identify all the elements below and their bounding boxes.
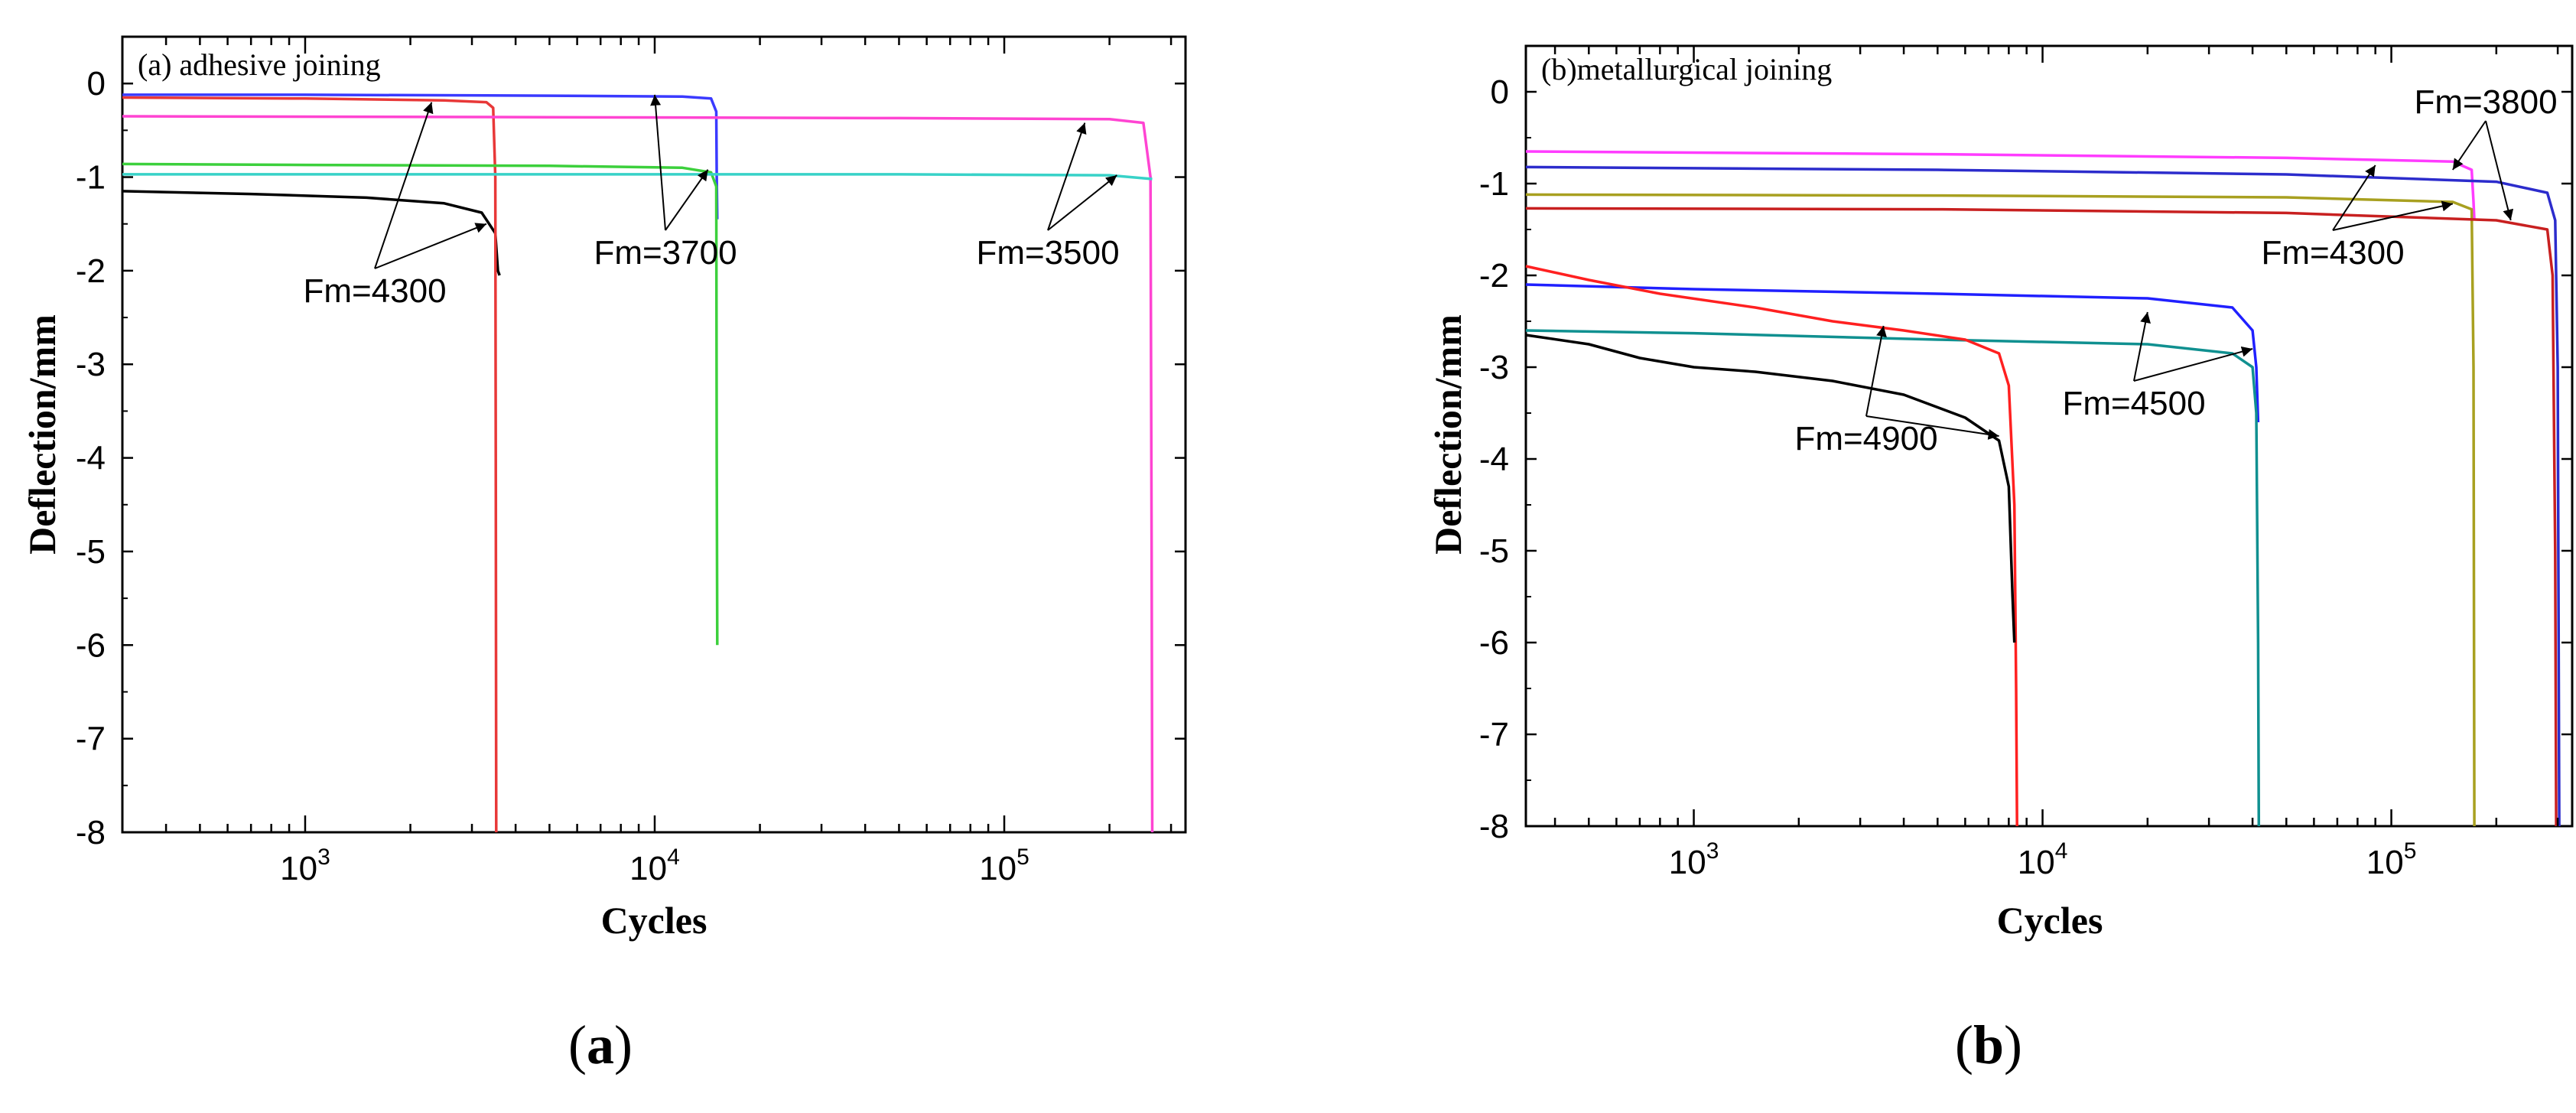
panel-b-ylabel: Deflection/mm [1426, 314, 1469, 555]
panel-a-frame [121, 35, 1187, 834]
y-tick-label: -3 [1479, 349, 1509, 386]
series-line-2 [122, 96, 498, 833]
series-line-3 [1525, 193, 2476, 827]
annotation-arrow [374, 223, 487, 269]
panel-a-title: (a) adhesive joining [138, 47, 381, 82]
panel-a-ylabel: Deflection/mm [21, 314, 63, 555]
y-tick-label: -2 [76, 252, 106, 290]
series-line-6 [122, 173, 1153, 181]
series-line-5 [122, 115, 1154, 833]
y-tick-label: -1 [76, 159, 106, 197]
series-line-4 [122, 162, 719, 646]
y-tick-label: -8 [1479, 808, 1509, 845]
annotation-label: Fm=4300 [303, 272, 446, 310]
y-tick-label: -8 [76, 814, 106, 851]
annotation-arrow [2332, 164, 2376, 231]
x-tick-label: 103 [1669, 838, 1719, 881]
series-line-4 [1525, 207, 2558, 827]
y-tick-label: -4 [76, 440, 106, 477]
y-tick-label: 0 [1491, 73, 1509, 111]
panel-a-xlabel: Cycles [601, 899, 707, 942]
annotation-arrow [2332, 200, 2454, 231]
x-tick-label: 103 [280, 845, 330, 887]
annotation-arrow [1865, 415, 1999, 440]
x-tick-label: 104 [629, 845, 680, 887]
y-tick-label: -5 [1479, 532, 1509, 570]
y-tick-label: -7 [76, 721, 106, 758]
panel-b-xlabel: Cycles [1997, 899, 2103, 942]
series-line-7 [1525, 265, 2018, 827]
series-line-3 [122, 93, 719, 220]
series-line-1 [122, 190, 501, 276]
x-tick-label: 104 [2018, 838, 2068, 881]
y-tick-label: -6 [76, 626, 106, 664]
x-tick-label: 105 [979, 845, 1029, 887]
panel-b-title: (b)metallurgical joining [1541, 52, 1832, 86]
annotation-arrow [1865, 325, 1887, 417]
y-tick-label: -5 [76, 533, 106, 571]
panel-b-frame [1524, 44, 2574, 828]
y-tick-label: -7 [1479, 716, 1509, 753]
annotation-arrow [2133, 311, 2151, 382]
annotation-arrow [665, 169, 709, 231]
annotation-arrow [1047, 122, 1087, 231]
y-tick-label: 0 [87, 65, 106, 103]
annotation-arrow [1047, 174, 1117, 231]
y-tick-label: -6 [1479, 624, 1509, 662]
annotation-label: Fm=4900 [1794, 420, 1937, 457]
y-tick-label: -3 [76, 346, 106, 383]
panel-a-caption: (a) [568, 1014, 633, 1076]
y-tick-label: -2 [1479, 257, 1509, 295]
annotation-label: Fm=3500 [976, 234, 1119, 272]
annotation-arrow [374, 102, 434, 269]
annotation-arrow [650, 94, 666, 231]
series-line-6 [1525, 329, 2261, 827]
panel-b-caption: (b) [1955, 1014, 2022, 1076]
y-tick-label: -1 [1479, 165, 1509, 203]
annotation-label: Fm=4300 [2261, 234, 2404, 272]
annotation-label: Fm=3800 [2414, 83, 2557, 121]
annotation-arrow [2133, 346, 2253, 382]
annotation-arrow [2485, 120, 2514, 221]
y-tick-label: -4 [1479, 441, 1509, 478]
series-line-2 [1525, 165, 2561, 827]
series-line-8 [1525, 334, 2016, 643]
annotation-label: Fm=3700 [594, 234, 737, 272]
series-line-5 [1525, 283, 2260, 423]
annotation-label: Fm=4500 [2062, 385, 2205, 422]
annotation-arrow [2452, 120, 2487, 171]
panel-b-chart: Fm=3800 Fm=4300 Fm=4500 Fm=4900 0 -1 -2 -3 -4 -5… [1426, 44, 2574, 1076]
x-tick-label: 105 [2366, 838, 2417, 881]
